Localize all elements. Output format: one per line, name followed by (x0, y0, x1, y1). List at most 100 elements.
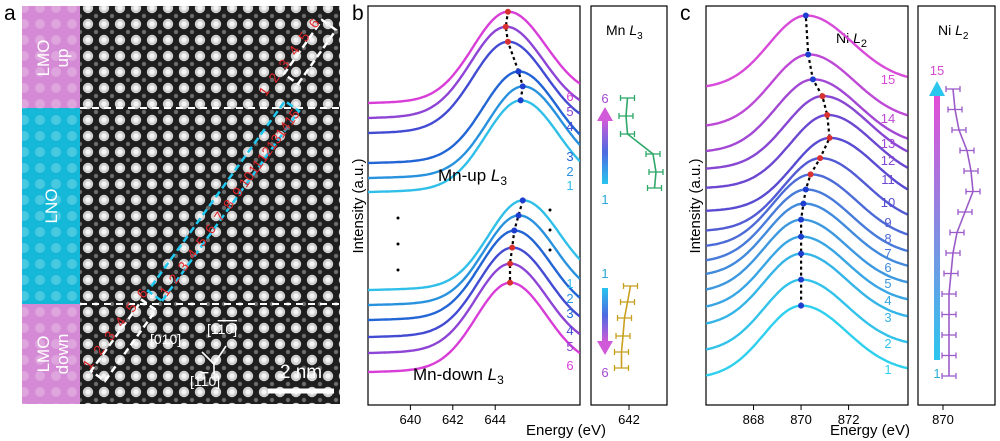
panel-b: b Intensity (a.u.) Energy (eV) 640 642 644… (350, 2, 668, 439)
mn-up-curve-6 (368, 10, 580, 105)
panel-c-label: c (680, 2, 691, 25)
mn-arrow-up-bottom: 1 (601, 192, 608, 207)
ni-curve-label: 11 (881, 172, 895, 187)
up-region-box (282, 18, 338, 86)
mn-down-curve-label: 6 (566, 358, 573, 373)
mn-up-curve-label: 6 (566, 89, 573, 104)
ni-curve-8 (706, 173, 908, 247)
mn-inset-xtick: 642 (618, 412, 640, 427)
ni-peak (798, 276, 805, 283)
panel-c-xtick: 870 (790, 412, 812, 427)
ni-curve-label: 4 (884, 293, 891, 308)
lmo-up-label: LMOup (34, 40, 72, 77)
panel-c-frame (705, 5, 909, 406)
mn-up-peak (504, 8, 511, 15)
mn-arrow-up (597, 107, 613, 121)
ni-peak (800, 200, 807, 207)
ni-curve-4 (706, 235, 908, 308)
ni-curve-label: 10 (881, 195, 895, 210)
mn-down-peak (509, 244, 516, 251)
ni-curve-label: 13 (881, 136, 895, 151)
ni-curve-label: 2 (884, 336, 891, 351)
ni-inset-title: Ni L2 (938, 22, 969, 42)
mn-up-curve-2 (368, 85, 580, 180)
ni-peak (807, 171, 814, 178)
ni-inset-xtick: 870 (932, 412, 954, 427)
mn-up-peak (504, 38, 511, 45)
mn-up-curve-5 (368, 25, 580, 120)
ni-peak (798, 302, 805, 309)
ni-peak (802, 12, 809, 19)
ni-curve-label: 12 (881, 153, 895, 168)
ni-curve-1 (706, 304, 908, 377)
ni-curve-3 (706, 252, 908, 325)
mn-arrow-down-bottom: 6 (601, 365, 608, 380)
mn-up-peak (515, 68, 522, 75)
ni-curve-12 (706, 94, 908, 170)
ni-curve-label: 14 (881, 111, 895, 126)
ni-peak (798, 233, 805, 240)
down-region-box (89, 298, 158, 383)
panel-c-xtick: 868 (743, 412, 765, 427)
ni-curve-6 (706, 202, 908, 276)
ni-inset-frame (917, 5, 996, 406)
panel-b-xlabel: Energy (eV) (526, 422, 606, 439)
mn-down-peak (511, 227, 518, 234)
ni-curve-label: 3 (884, 310, 891, 325)
panel-c: c Intensity (a.u.) Energy (eV) Ni L2 868… (680, 2, 996, 439)
ni-curve-10 (706, 136, 908, 212)
mn-up-curve-1 (368, 99, 580, 194)
ni-curve-label: 8 (884, 231, 891, 246)
panel-b-xtick: 642 (442, 412, 464, 427)
ni-curve-2 (706, 278, 908, 351)
ni-peak (798, 250, 805, 257)
ni-curve-label: 9 (884, 215, 891, 230)
panel-c-ylabel: Intensity (a.u.) (687, 158, 704, 253)
ni-curve-label: 15 (881, 72, 895, 87)
mn-up-curve-label: 1 (566, 178, 573, 193)
ni-peak (819, 93, 826, 100)
mn-up-curve-4 (368, 40, 580, 135)
ni-curve-label: 1 (884, 362, 891, 377)
ni-peak (809, 76, 816, 83)
direction-1-10: [110] (207, 321, 237, 337)
ni-curve-14 (706, 53, 908, 127)
ni-peak (826, 134, 833, 141)
panel-b-frame (367, 5, 581, 406)
mn-up-curve-label: 5 (566, 104, 573, 119)
mn-down-curve-label: 1 (566, 276, 573, 291)
panel-b-ylabel: Intensity (a.u.) (350, 158, 367, 253)
ni-peak (817, 155, 824, 162)
mn-down-curve-2 (368, 214, 580, 307)
mn-inset-title: Mn L3 (606, 22, 643, 42)
direction-1-1bar0: [110] (190, 373, 220, 389)
panel-b-label: b (352, 2, 364, 25)
ni-title: Ni L2 (836, 30, 867, 50)
ni-arrow-bottom: 1 (933, 366, 940, 381)
ellipsis-dots (396, 208, 552, 272)
ni-peak (805, 51, 812, 58)
mn-up-curve-label: 3 (566, 149, 573, 164)
panel-a: a LMOup LNO LMOdown 12345678910111213141… (4, 2, 340, 404)
direction-axes (201, 345, 227, 374)
mn-down-peak (507, 260, 514, 267)
mn-arrow-down (597, 341, 613, 355)
ni-arrow (929, 81, 945, 96)
ni-peak (798, 216, 805, 223)
mn-down-peak (515, 212, 522, 219)
mn-down-peak (507, 279, 514, 286)
ni-curve-13 (706, 78, 908, 153)
panel-b-xtick: 644 (484, 412, 506, 427)
ni-curve-label: 5 (884, 276, 891, 291)
mn-up-curve-3 (368, 70, 580, 165)
panel-c-xlabel: Energy (eV) (830, 422, 910, 439)
mn-up-peak (502, 23, 509, 30)
mn-down-curve-4 (368, 246, 580, 339)
mn-down-curve-label: 4 (566, 323, 573, 338)
lmo-down-label: LMOdown (34, 334, 72, 375)
ni-curve-9 (706, 157, 908, 232)
mn-up-text: Mn-up L3 (438, 166, 507, 188)
mn-down-text: Mn-down L3 (413, 365, 504, 387)
mn-up-peak (519, 83, 526, 90)
